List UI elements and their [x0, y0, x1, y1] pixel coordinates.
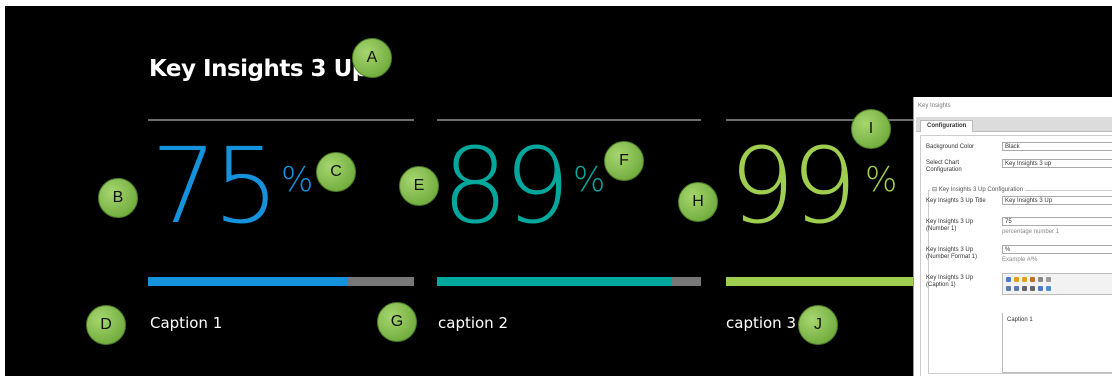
insight-2-number: 89: [442, 125, 570, 247]
title-input[interactable]: Key Insights 3 Up: [1002, 196, 1112, 205]
insight-2-progress-bar: [437, 277, 701, 286]
format-hint: Example #/%: [1002, 257, 1038, 263]
dialog-tab-bar: Configuration: [916, 117, 1112, 132]
redo-icon[interactable]: [1046, 277, 1051, 282]
caption-editor[interactable]: Caption 1: [1002, 313, 1112, 373]
callout-marker-f: F: [604, 141, 644, 181]
background-color-select[interactable]: Black: [1002, 142, 1112, 151]
configuration-panel: [920, 135, 1112, 376]
callout-marker-i: I: [851, 109, 891, 149]
config-section-title: Key Insights 3 Up Configuration: [938, 187, 1024, 193]
bold-icon[interactable]: [1006, 277, 1011, 282]
number-hint: percentage number 1: [1002, 229, 1060, 235]
key-insights-config-dialog: Key Insights Configuration Background Co…: [913, 97, 1112, 376]
key-insights-title: Key Insights 3 Up: [149, 56, 368, 82]
insight-1-progress-bar: [148, 277, 414, 286]
divider-1: [148, 119, 414, 121]
cut-icon[interactable]: [1030, 277, 1035, 282]
insight-3-unit: %: [865, 160, 898, 200]
rich-text-toolbar: [1002, 273, 1112, 295]
insight-3-progress-bar: [726, 277, 921, 286]
callout-marker-j: J: [798, 305, 838, 345]
format-field-label: Key Insights 3 Up (Number Format 1): [926, 247, 978, 260]
insight-3-caption: caption 3: [726, 314, 797, 332]
config-section-legend[interactable]: ⊟ Key Insights 3 Up Configuration: [930, 186, 1026, 193]
insight-3-metric: 99 %: [729, 134, 897, 238]
divider-3: [726, 119, 921, 121]
star-icon[interactable]: [1046, 286, 1051, 291]
insight-1-metric: 75 %: [151, 134, 313, 238]
insight-2-metric: 89 %: [442, 134, 605, 238]
callout-marker-b: B: [98, 178, 138, 218]
callout-marker-d: D: [86, 305, 126, 345]
insight-1-unit: %: [281, 160, 314, 200]
number-field-label: Key Insights 3 Up (Number 1): [926, 219, 974, 232]
caption-field-label: Key Insights 3 Up (Caption 1): [926, 275, 974, 288]
list-icon[interactable]: [1006, 286, 1011, 291]
caption-editor-text: Caption 1: [1007, 317, 1033, 323]
callout-marker-e: E: [399, 166, 439, 206]
numbered-list-icon[interactable]: [1014, 286, 1019, 291]
callout-marker-a: A: [352, 38, 392, 78]
insight-1-number: 75: [151, 125, 279, 247]
tab-configuration[interactable]: Configuration: [920, 120, 974, 132]
title-field-label: Key Insights 3 Up Title: [926, 198, 986, 204]
callout-marker-g: G: [377, 302, 417, 342]
dialog-title: Key Insights: [918, 103, 951, 109]
insight-3-number: 99: [729, 125, 857, 247]
outdent-icon[interactable]: [1030, 286, 1035, 291]
divider-2: [437, 119, 701, 121]
chart-config-label: Select Chart Configuration: [926, 160, 962, 173]
paste-icon[interactable]: [1014, 277, 1019, 282]
insight-2-caption: caption 2: [438, 314, 509, 332]
indent-icon[interactable]: [1022, 286, 1027, 291]
undo-icon[interactable]: [1038, 277, 1043, 282]
chart-config-select[interactable]: Key Insights 3 up: [1002, 159, 1112, 168]
link-icon[interactable]: [1038, 286, 1043, 291]
callout-marker-c: C: [316, 152, 356, 192]
number-input[interactable]: 75: [1002, 217, 1112, 226]
format-input[interactable]: %: [1002, 245, 1112, 254]
insight-2-unit: %: [573, 160, 606, 200]
copy-icon[interactable]: [1022, 277, 1027, 282]
insight-1-caption: Caption 1: [150, 314, 223, 332]
callout-marker-h: H: [678, 182, 718, 222]
background-color-label: Background Color: [926, 144, 975, 150]
collapse-toggle-icon[interactable]: ⊟: [932, 187, 938, 193]
